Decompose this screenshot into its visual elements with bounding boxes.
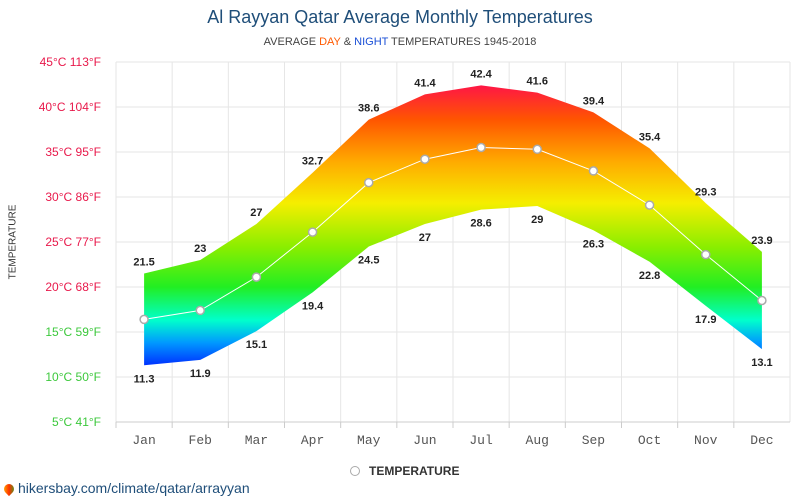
footer-text: hikersbay.com/climate/qatar/arrayyan bbox=[18, 480, 250, 496]
x-tick-label: Jan bbox=[132, 433, 155, 448]
low-value-label: 29 bbox=[531, 214, 543, 226]
y-tick-label: 5°C 41°F bbox=[52, 415, 101, 429]
data-labels: 21.5 23 27 32.7 38.6 41.4 42.4 41.6 39.4 35.4 29.3… bbox=[133, 68, 772, 385]
high-value-label: 27 bbox=[250, 207, 262, 219]
mean-point bbox=[476, 142, 486, 153]
subtitle-night: NIGHT bbox=[354, 36, 389, 48]
low-value-label: 17.9 bbox=[695, 314, 716, 326]
x-tick-label: Jul bbox=[469, 433, 493, 448]
y-tick-label: 10°C 50°F bbox=[45, 370, 101, 384]
chart-subtitle: AVERAGE DAY & NIGHT TEMPERATURES 1945-20… bbox=[0, 36, 800, 48]
high-value-label: 39.4 bbox=[583, 95, 605, 107]
y-tick-label: 25°C 77°F bbox=[45, 235, 101, 249]
mean-point bbox=[139, 314, 149, 325]
low-value-label: 19.4 bbox=[302, 300, 324, 312]
high-value-label: 21.5 bbox=[133, 257, 154, 269]
high-value-label: 23.9 bbox=[751, 235, 772, 247]
mean-point bbox=[757, 295, 767, 306]
mean-point bbox=[588, 166, 599, 176]
y-tick-label: 15°C 59°F bbox=[45, 325, 101, 339]
y-tick-label: 35°C 95°F bbox=[45, 145, 101, 159]
high-value-label: 29.3 bbox=[695, 186, 716, 198]
subtitle-day: DAY bbox=[319, 36, 341, 48]
high-value-label: 32.7 bbox=[302, 156, 323, 168]
y-tick-label: 45°C 113°F bbox=[40, 55, 101, 69]
x-tick-label: Dec bbox=[750, 433, 773, 448]
x-tick-label: Nov bbox=[694, 433, 718, 448]
map-pin-icon bbox=[1, 481, 17, 497]
high-value-label: 41.6 bbox=[527, 76, 548, 88]
axes: 45°C 113°F 40°C 104°F 35°C 95°F 30°C 86°F 25… bbox=[39, 55, 790, 448]
high-value-label: 38.6 bbox=[358, 103, 379, 115]
legend-label: TEMPERATURE bbox=[369, 464, 460, 478]
x-tick-label: May bbox=[357, 433, 381, 448]
high-value-label: 23 bbox=[194, 243, 206, 255]
low-value-label: 11.3 bbox=[134, 373, 155, 385]
high-value-label: 42.4 bbox=[470, 68, 492, 80]
subtitle-suffix: TEMPERATURES 1945-2018 bbox=[388, 36, 537, 48]
low-value-label: 13.1 bbox=[751, 357, 772, 369]
mean-point bbox=[644, 200, 655, 210]
high-value-label: 35.4 bbox=[639, 131, 661, 143]
subtitle-amp: & bbox=[340, 36, 355, 48]
x-tick-label: Jun bbox=[413, 433, 436, 448]
legend-marker-icon bbox=[350, 466, 360, 476]
x-tick-label: Sep bbox=[582, 433, 605, 448]
low-value-label: 28.6 bbox=[470, 218, 491, 230]
mean-point bbox=[307, 227, 318, 237]
low-value-label: 11.9 bbox=[190, 368, 211, 380]
x-tick-label: Feb bbox=[189, 433, 212, 448]
mean-point bbox=[251, 272, 262, 282]
temperature-band bbox=[144, 85, 762, 366]
mean-point bbox=[195, 305, 205, 316]
subtitle-prefix: AVERAGE bbox=[263, 36, 320, 48]
low-value-label: 22.8 bbox=[639, 270, 660, 282]
mean-point bbox=[532, 144, 542, 155]
y-tick-label: 20°C 68°F bbox=[45, 280, 101, 294]
mean-line-layer bbox=[139, 142, 767, 325]
mean-temperature-line bbox=[144, 146, 763, 320]
low-value-label: 27 bbox=[419, 232, 431, 244]
high-value-label: 41.4 bbox=[414, 77, 436, 89]
low-value-label: 24.5 bbox=[358, 255, 379, 267]
chart-title: Al Rayyan Qatar Average Monthly Temperat… bbox=[207, 7, 593, 27]
x-tick-label: Mar bbox=[245, 433, 268, 448]
mean-point bbox=[364, 177, 374, 188]
x-tick-label: Apr bbox=[301, 433, 324, 448]
low-value-label: 26.3 bbox=[583, 238, 604, 250]
mean-point bbox=[701, 249, 711, 260]
temperature-range-area bbox=[144, 85, 762, 366]
low-value-label: 15.1 bbox=[246, 339, 267, 351]
y-tick-label: 30°C 86°F bbox=[45, 190, 101, 204]
y-tick-label: 40°C 104°F bbox=[39, 100, 101, 114]
x-tick-label: Oct bbox=[638, 433, 661, 448]
legend[interactable]: TEMPERATURE bbox=[350, 464, 459, 478]
mean-point bbox=[420, 154, 430, 164]
x-tick-label: Aug bbox=[526, 433, 549, 448]
footer-link[interactable]: hikersbay.com/climate/qatar/arrayyan bbox=[1, 480, 250, 497]
